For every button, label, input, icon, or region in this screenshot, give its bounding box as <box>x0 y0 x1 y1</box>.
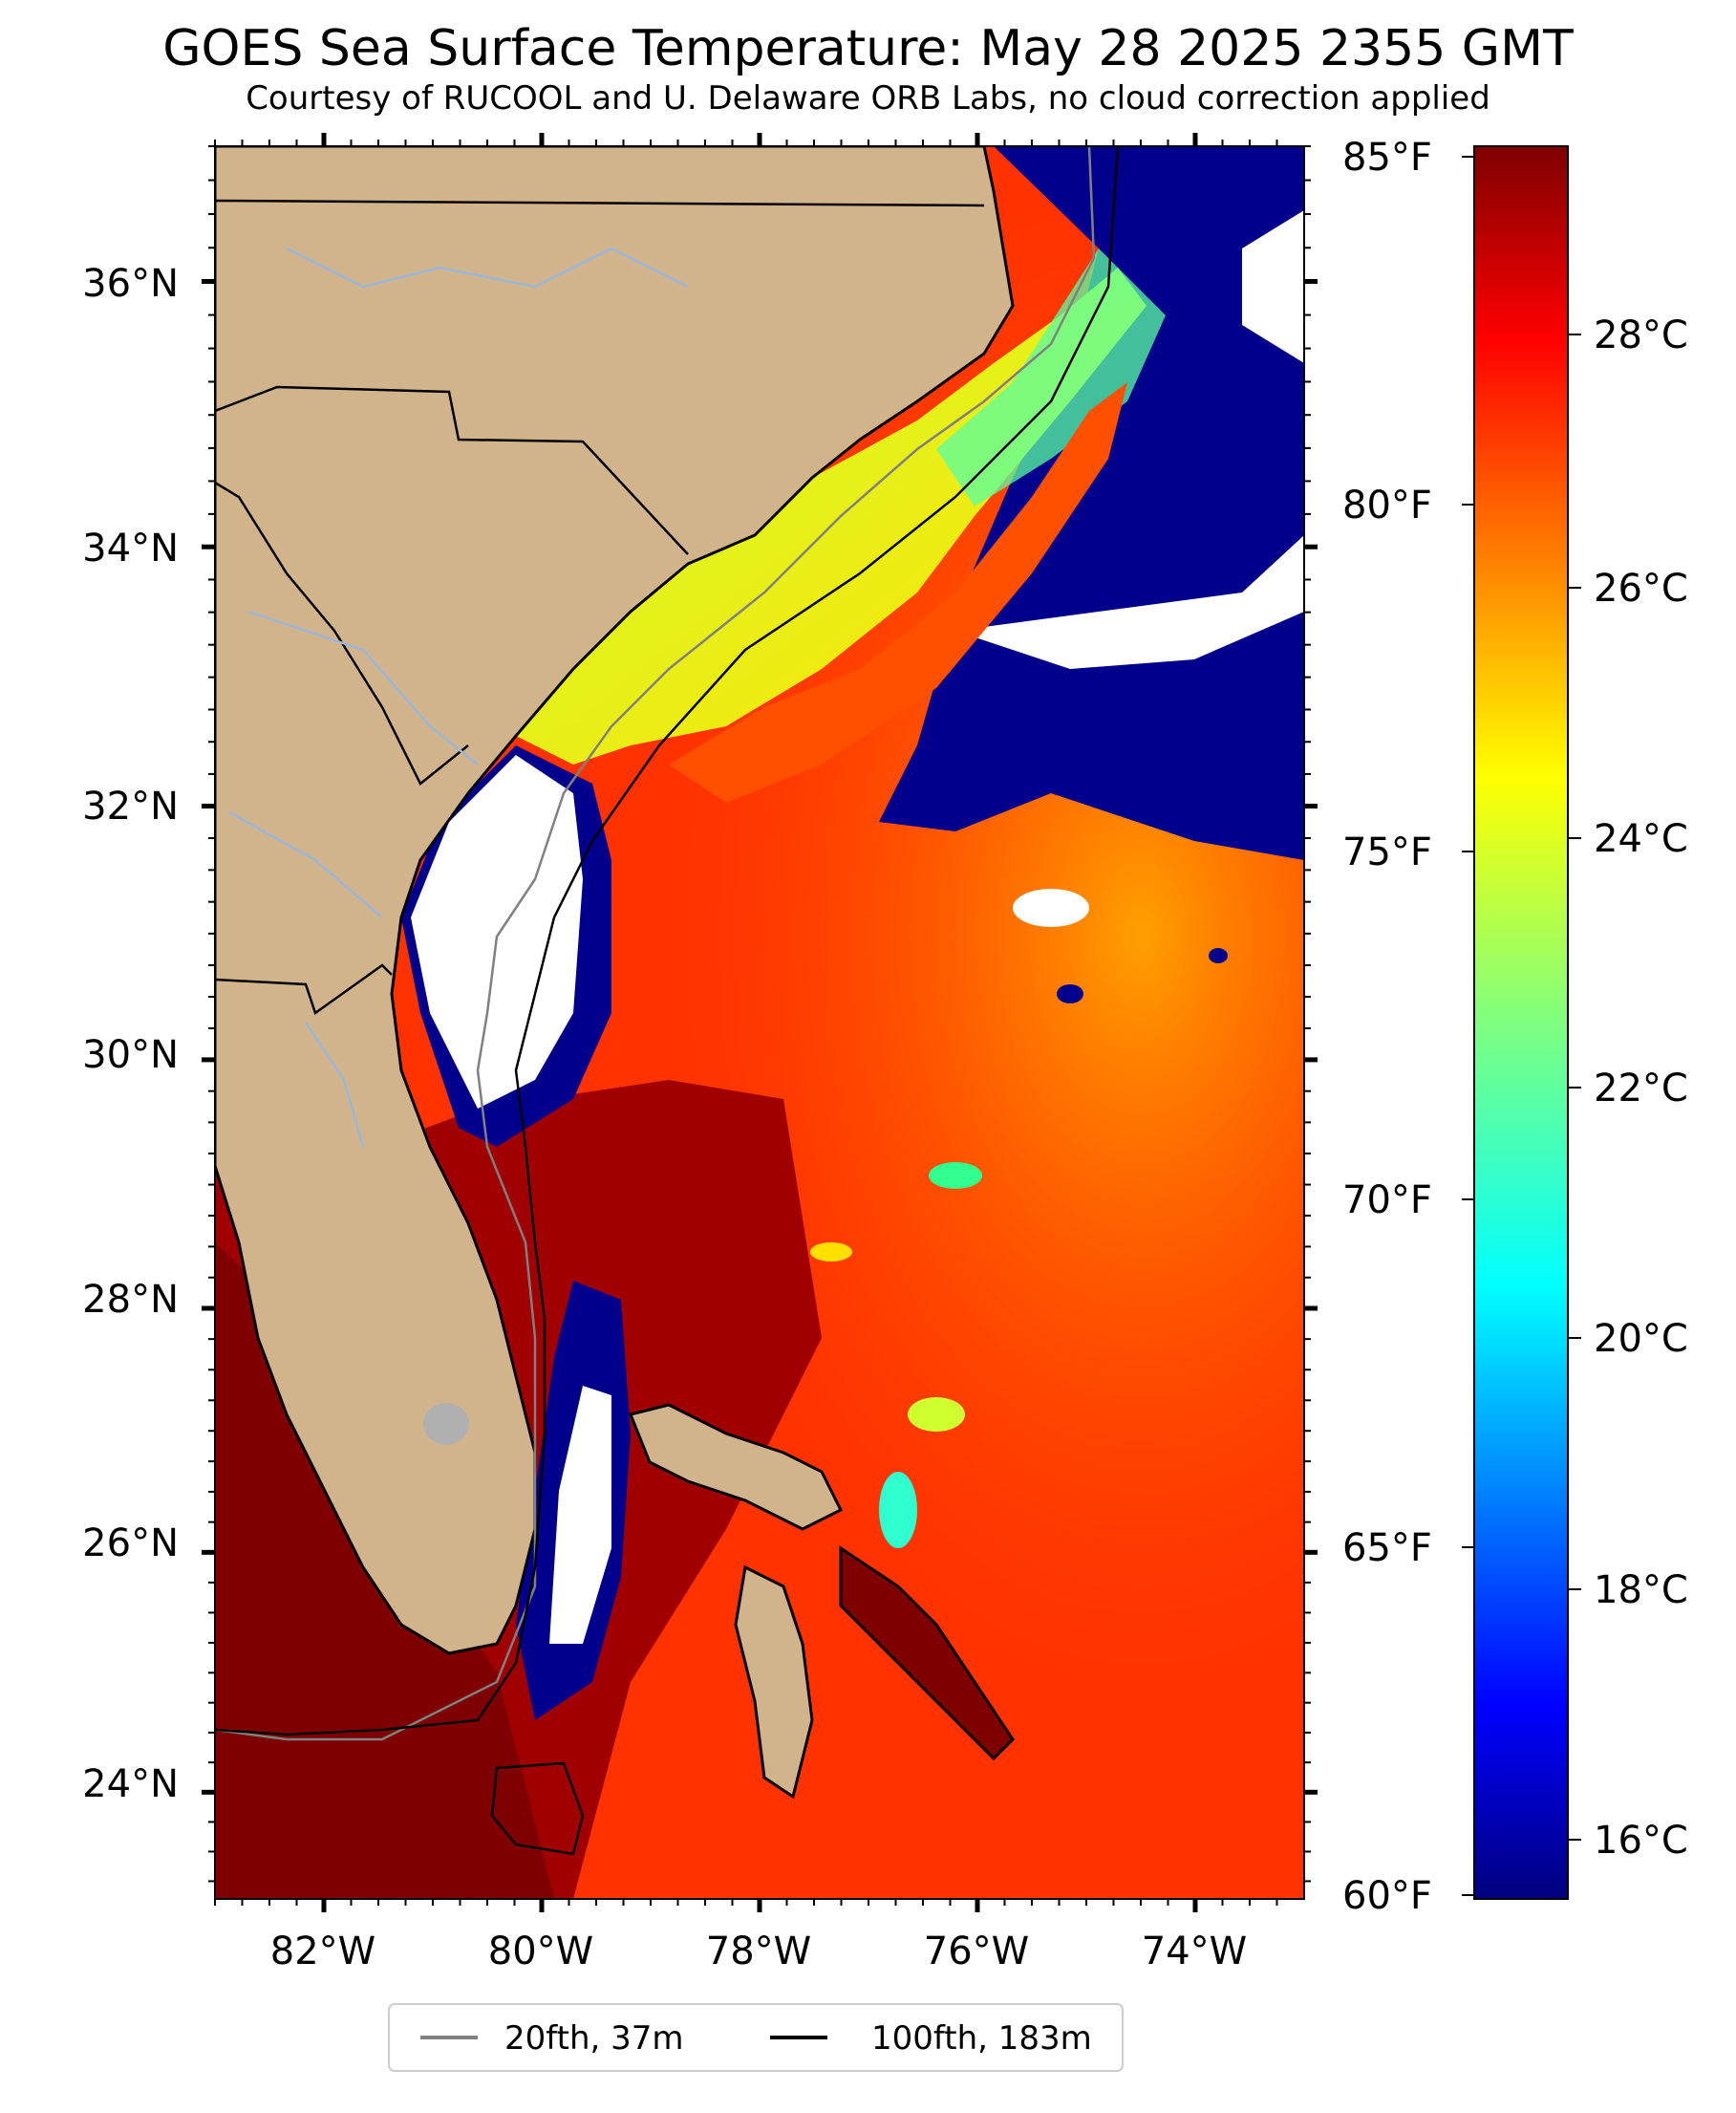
colorbar-celsius-ticks <box>1568 334 1581 1841</box>
longitude-ticks <box>214 133 1278 1912</box>
colorbar-label-22c: 22°C <box>1594 1067 1688 1110</box>
gulf-stream-front <box>669 382 1127 803</box>
state-line-nc-sc <box>215 385 689 555</box>
cloud-gap-northeast <box>1242 210 1304 363</box>
colorbar-label-65f: 65°F <box>1342 1526 1432 1570</box>
map-title: GOES Sea Surface Temperature: May 28 202… <box>162 20 1574 77</box>
colorbar-label-80f: 80°F <box>1342 484 1432 528</box>
lat-label-26: 26°N <box>82 1521 179 1565</box>
cool-patch <box>1057 984 1083 1003</box>
map-subtitle: Courtesy of RUCOOL and U. Delaware ORB L… <box>246 79 1490 118</box>
cold-water-mass <box>879 146 1304 860</box>
sst-field <box>215 146 1304 1899</box>
cool-patch <box>929 1162 982 1189</box>
lat-label-24: 24°N <box>82 1762 179 1806</box>
cool-shelf-band <box>936 248 1166 507</box>
colorbar-label-28c: 28°C <box>1594 313 1688 357</box>
colorbar-label-24c: 24°C <box>1594 817 1688 861</box>
cloud-patch <box>1013 889 1089 927</box>
state-line-va-nc <box>215 199 985 207</box>
river <box>304 1022 365 1148</box>
shelf-water <box>516 268 1147 765</box>
land-southeast-us <box>215 146 1015 1655</box>
lon-label-74: 74°W <box>1142 1930 1247 1973</box>
cool-patch <box>1209 948 1228 963</box>
legend-box <box>388 2003 1124 2072</box>
colorbar <box>1473 145 1569 1900</box>
isobath-20fth <box>215 146 1096 1741</box>
lat-label-34: 34°N <box>82 527 179 571</box>
cool-patch <box>879 1472 917 1548</box>
lon-label-82: 82°W <box>270 1930 375 1973</box>
cool-patch <box>810 1242 852 1261</box>
colorbar-label-18c: 18°C <box>1594 1568 1688 1612</box>
isobath-cay-sal <box>490 1761 585 1856</box>
colorbar-label-20c: 20°C <box>1594 1317 1688 1361</box>
lat-label-28: 28°N <box>82 1278 179 1322</box>
lon-label-78: 78°W <box>706 1930 811 1973</box>
state-line-ga-fl <box>215 963 393 1016</box>
colorbar-label-70f: 70°F <box>1342 1178 1432 1222</box>
lat-label-30: 30°N <box>82 1033 179 1077</box>
lat-label-32: 32°N <box>82 785 179 829</box>
lat-label-36: 36°N <box>82 262 179 306</box>
cloud-gap-coastal <box>411 755 583 1109</box>
latitude-ticks <box>202 145 1318 1883</box>
legend-label-20fth: 20fth, 37m <box>504 2019 684 2058</box>
colorbar-label-16c: 16°C <box>1594 1819 1688 1863</box>
legend-label-100fth: 100fth, 183m <box>871 2019 1092 2058</box>
land-eleuthera <box>839 1545 1015 1761</box>
cloud-gap-north <box>955 535 1304 669</box>
state-line-sc-ga <box>215 481 469 786</box>
isobath-100fth <box>215 146 1120 1736</box>
colorbar-label-26c: 26°C <box>1594 567 1688 611</box>
land-grand-bahama <box>628 1403 844 1531</box>
cool-patch <box>908 1397 965 1432</box>
lon-label-76: 76°W <box>924 1930 1029 1973</box>
river <box>286 247 689 289</box>
cloud-gap-straits <box>549 1386 611 1644</box>
land-andros <box>734 1564 814 1800</box>
lake-okeechobee <box>423 1403 469 1445</box>
river <box>247 610 479 765</box>
river <box>228 810 383 918</box>
colorbar-label-60f: 60°F <box>1342 1874 1432 1918</box>
colorbar-label-75f: 75°F <box>1342 830 1432 874</box>
colorbar-fahrenheit-ticks <box>1462 156 1474 1896</box>
colorbar-label-85f: 85°F <box>1342 136 1432 180</box>
lon-label-80: 80°W <box>488 1930 593 1973</box>
